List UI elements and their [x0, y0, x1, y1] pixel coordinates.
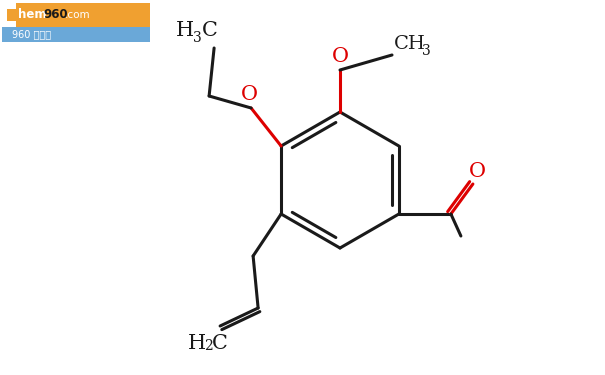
- Bar: [2, 27, 150, 42]
- Text: H: H: [176, 21, 194, 40]
- Text: 3: 3: [422, 44, 431, 58]
- Text: O: O: [468, 162, 485, 181]
- Text: hem: hem: [18, 9, 47, 21]
- Text: 960: 960: [43, 9, 68, 21]
- Text: 960 化工网: 960 化工网: [12, 29, 51, 39]
- Text: CH: CH: [394, 35, 426, 53]
- Text: .com: .com: [65, 10, 91, 20]
- Text: C: C: [212, 334, 228, 353]
- Text: 3: 3: [193, 31, 202, 45]
- Polygon shape: [2, 3, 16, 27]
- Text: H: H: [188, 334, 206, 353]
- Bar: [2, 3, 150, 27]
- Text: O: O: [241, 85, 258, 104]
- Text: 2: 2: [204, 339, 213, 353]
- Text: C: C: [202, 21, 218, 40]
- Text: O: O: [332, 47, 348, 66]
